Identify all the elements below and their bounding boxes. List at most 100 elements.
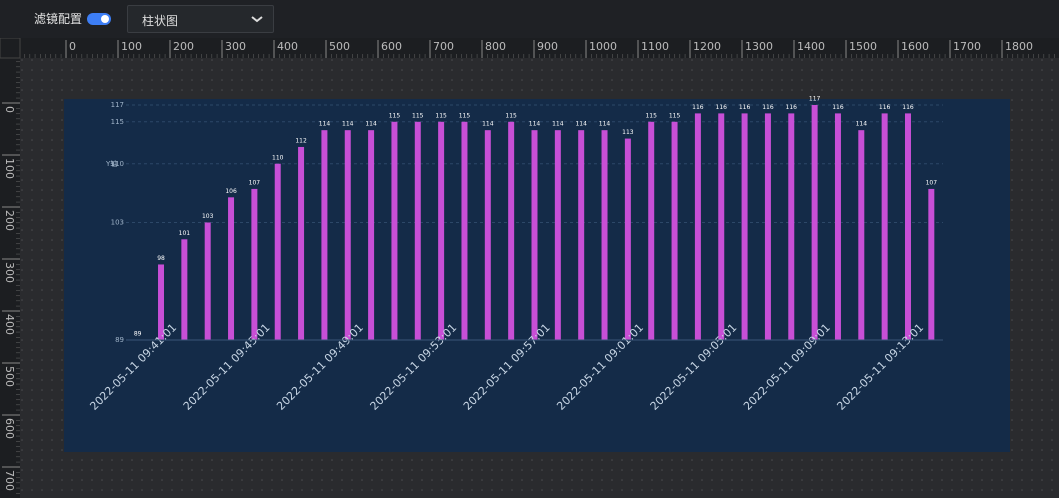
value-label: 115 [435, 112, 447, 119]
bar [368, 130, 375, 340]
bar [554, 130, 561, 340]
bar [251, 188, 258, 340]
y-tick-label: 115 [111, 118, 124, 126]
toolbar: 滤镜配置 柱状图 [0, 0, 1059, 39]
value-label: 113 [622, 129, 634, 136]
value-label: 115 [505, 112, 517, 119]
ruler-label: 800 [485, 40, 506, 53]
ruler-label: 1200 [693, 40, 721, 53]
value-label: 114 [599, 121, 611, 128]
bar [508, 121, 515, 341]
ruler-label: 500 [3, 366, 16, 387]
ruler-corner[interactable] [0, 38, 21, 59]
value-label: 89 [134, 331, 142, 338]
select-text: 柱状图 [142, 14, 179, 28]
ruler-label: 300 [225, 40, 246, 53]
ruler-label: 1800 [1005, 40, 1033, 53]
value-label: 116 [762, 104, 774, 111]
ruler-label: 400 [277, 40, 298, 53]
y-tick-label: 89 [115, 336, 124, 344]
bar [158, 264, 165, 340]
bar [484, 130, 491, 340]
y-tick-label: 110 [111, 160, 124, 168]
ruler-label: 600 [3, 418, 16, 439]
ruler-left-ticks [0, 58, 20, 498]
value-label: 98 [157, 255, 165, 262]
ruler-label: 300 [3, 262, 16, 283]
ruler-label: 1100 [641, 40, 669, 53]
value-label: 101 [179, 230, 191, 237]
bar [344, 130, 351, 340]
ruler-label: 100 [3, 158, 16, 179]
value-label: 112 [295, 137, 307, 144]
bar [834, 113, 841, 341]
bar [648, 121, 655, 341]
bar [204, 222, 211, 340]
value-label: 107 [249, 179, 261, 186]
value-label: 116 [716, 104, 728, 111]
ruler-label: 0 [3, 106, 16, 113]
y-tick-label: 117 [111, 101, 124, 109]
value-label: 114 [342, 121, 354, 128]
value-label: 115 [645, 112, 657, 119]
ruler-label: 200 [173, 40, 194, 53]
bar [764, 113, 771, 341]
chart-select[interactable]: 柱状图 [127, 5, 274, 33]
ruler-label: 0 [69, 40, 76, 53]
bar [788, 113, 795, 341]
value-label: 116 [739, 104, 751, 111]
bar [624, 138, 631, 340]
bar [321, 130, 328, 340]
value-label: 115 [389, 112, 401, 119]
value-label: 114 [575, 121, 587, 128]
ruler-label: 600 [381, 40, 402, 53]
bar [671, 121, 678, 341]
ruler-label: 1300 [745, 40, 773, 53]
bar [578, 130, 585, 340]
bar [928, 188, 935, 340]
value-label: 115 [412, 112, 424, 119]
value-label: 114 [365, 121, 377, 128]
value-label: 114 [856, 121, 868, 128]
value-label: 116 [879, 104, 891, 111]
value-label: 114 [319, 121, 331, 128]
ruler-label: 200 [3, 210, 16, 231]
bar [858, 130, 865, 340]
bar [438, 121, 445, 341]
value-label: 117 [809, 96, 821, 103]
ruler-label: 1500 [849, 40, 877, 53]
bar [811, 105, 818, 340]
ruler-label: 100 [121, 40, 142, 53]
ruler-label: 700 [433, 40, 454, 53]
ruler-label: 1600 [901, 40, 929, 53]
ruler-label: 900 [537, 40, 558, 53]
filter-toggle[interactable] [87, 13, 111, 25]
bar [741, 113, 748, 341]
value-label: 116 [902, 104, 914, 111]
bar [298, 146, 305, 340]
value-label: 114 [482, 121, 494, 128]
value-label: 116 [786, 104, 798, 111]
bar [531, 130, 538, 340]
value-label: 106 [225, 188, 237, 195]
value-label: 116 [692, 104, 704, 111]
bar [391, 121, 398, 341]
value-label: 115 [459, 112, 471, 119]
ruler-label: 400 [3, 314, 16, 335]
y-tick-label: 103 [111, 219, 124, 227]
bar [274, 163, 281, 340]
bar [601, 130, 608, 340]
bar [461, 121, 468, 341]
ruler-label: 700 [3, 470, 16, 491]
value-label: 116 [832, 104, 844, 111]
value-label: 114 [552, 121, 564, 128]
ruler-label: 1700 [953, 40, 981, 53]
bar [718, 113, 725, 341]
filter-label: 滤镜配置 [34, 12, 83, 26]
caret [251, 16, 263, 23]
ruler-label: 1000 [589, 40, 617, 53]
value-label: 114 [529, 121, 541, 128]
canvas: 0 100 200 300 400 500 600 700 800 900 1000 1100 1200… [0, 38, 1059, 498]
value-label: 115 [669, 112, 681, 119]
